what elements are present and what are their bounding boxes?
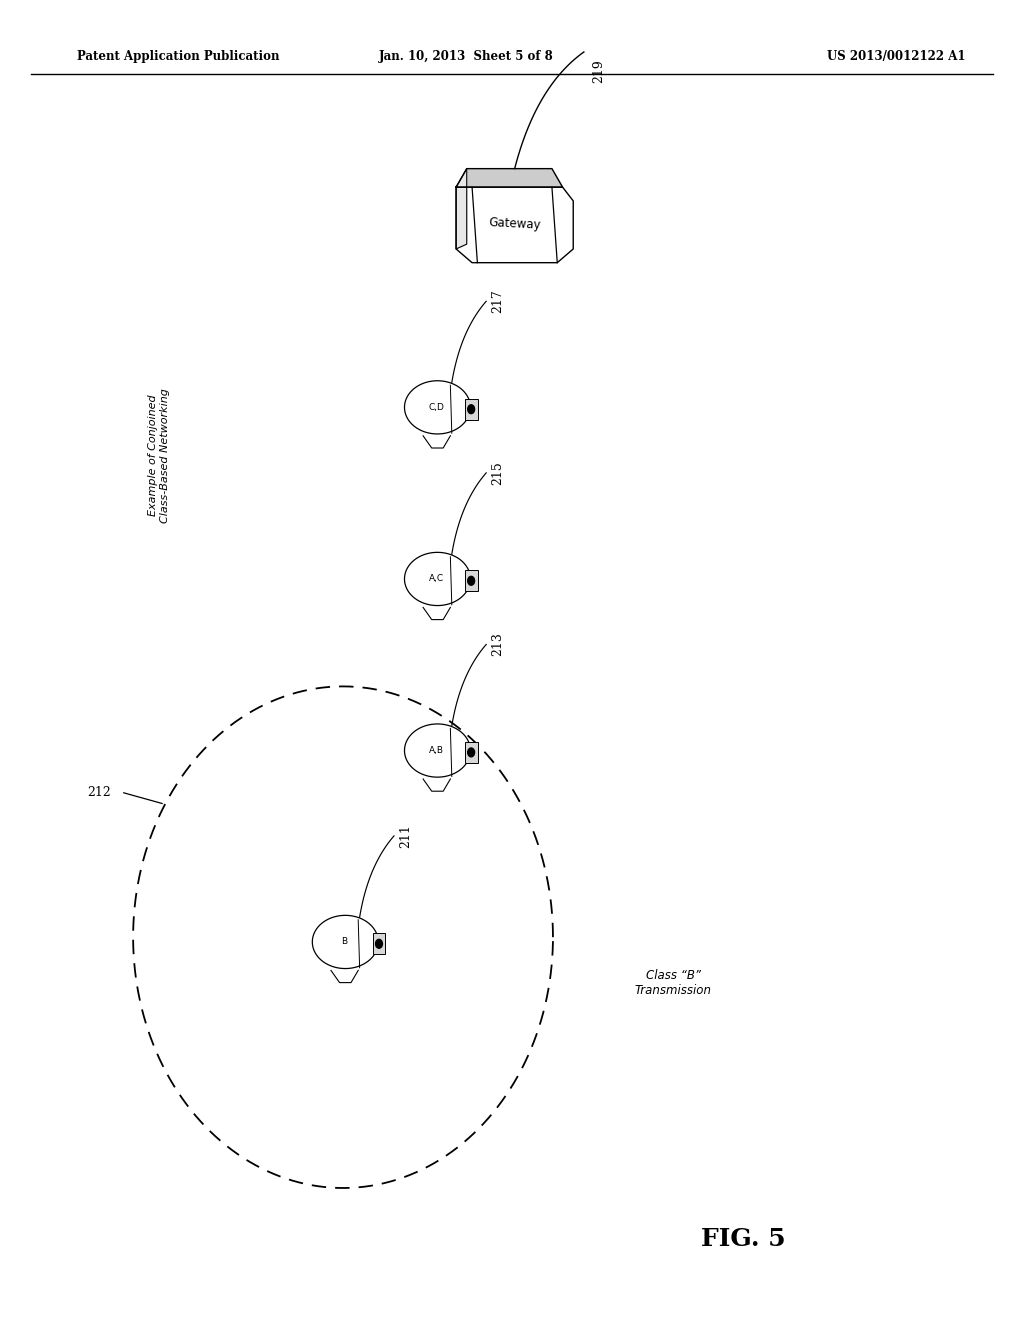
Bar xyxy=(465,399,477,420)
Polygon shape xyxy=(456,169,562,187)
Text: B: B xyxy=(341,937,347,946)
Text: 219: 219 xyxy=(592,59,605,83)
Text: 211: 211 xyxy=(399,824,413,847)
Text: Class “B”
Transmission: Class “B” Transmission xyxy=(635,969,712,998)
Polygon shape xyxy=(456,187,573,263)
Polygon shape xyxy=(404,552,470,606)
Text: FIG. 5: FIG. 5 xyxy=(701,1228,786,1251)
Text: 212: 212 xyxy=(87,785,111,799)
Circle shape xyxy=(468,405,474,413)
Bar xyxy=(465,570,477,591)
Text: 217: 217 xyxy=(492,289,505,313)
Text: Example of Conjoined
Class-Based Networking: Example of Conjoined Class-Based Network… xyxy=(147,388,170,523)
Bar xyxy=(373,933,385,954)
Text: Gateway: Gateway xyxy=(488,215,541,231)
Text: 213: 213 xyxy=(492,632,505,656)
Text: A,C: A,C xyxy=(428,574,443,583)
Bar xyxy=(465,742,477,763)
Text: Patent Application Publication: Patent Application Publication xyxy=(77,50,280,63)
Text: US 2013/0012122 A1: US 2013/0012122 A1 xyxy=(826,50,966,63)
Text: A,B: A,B xyxy=(428,746,443,755)
Polygon shape xyxy=(404,723,470,777)
Circle shape xyxy=(468,577,474,585)
Polygon shape xyxy=(404,380,470,434)
Text: Jan. 10, 2013  Sheet 5 of 8: Jan. 10, 2013 Sheet 5 of 8 xyxy=(379,50,553,63)
Circle shape xyxy=(376,940,382,948)
Polygon shape xyxy=(456,169,467,249)
Text: 215: 215 xyxy=(492,461,505,484)
Polygon shape xyxy=(312,915,378,969)
Text: C,D: C,D xyxy=(428,403,444,412)
Circle shape xyxy=(468,748,474,756)
